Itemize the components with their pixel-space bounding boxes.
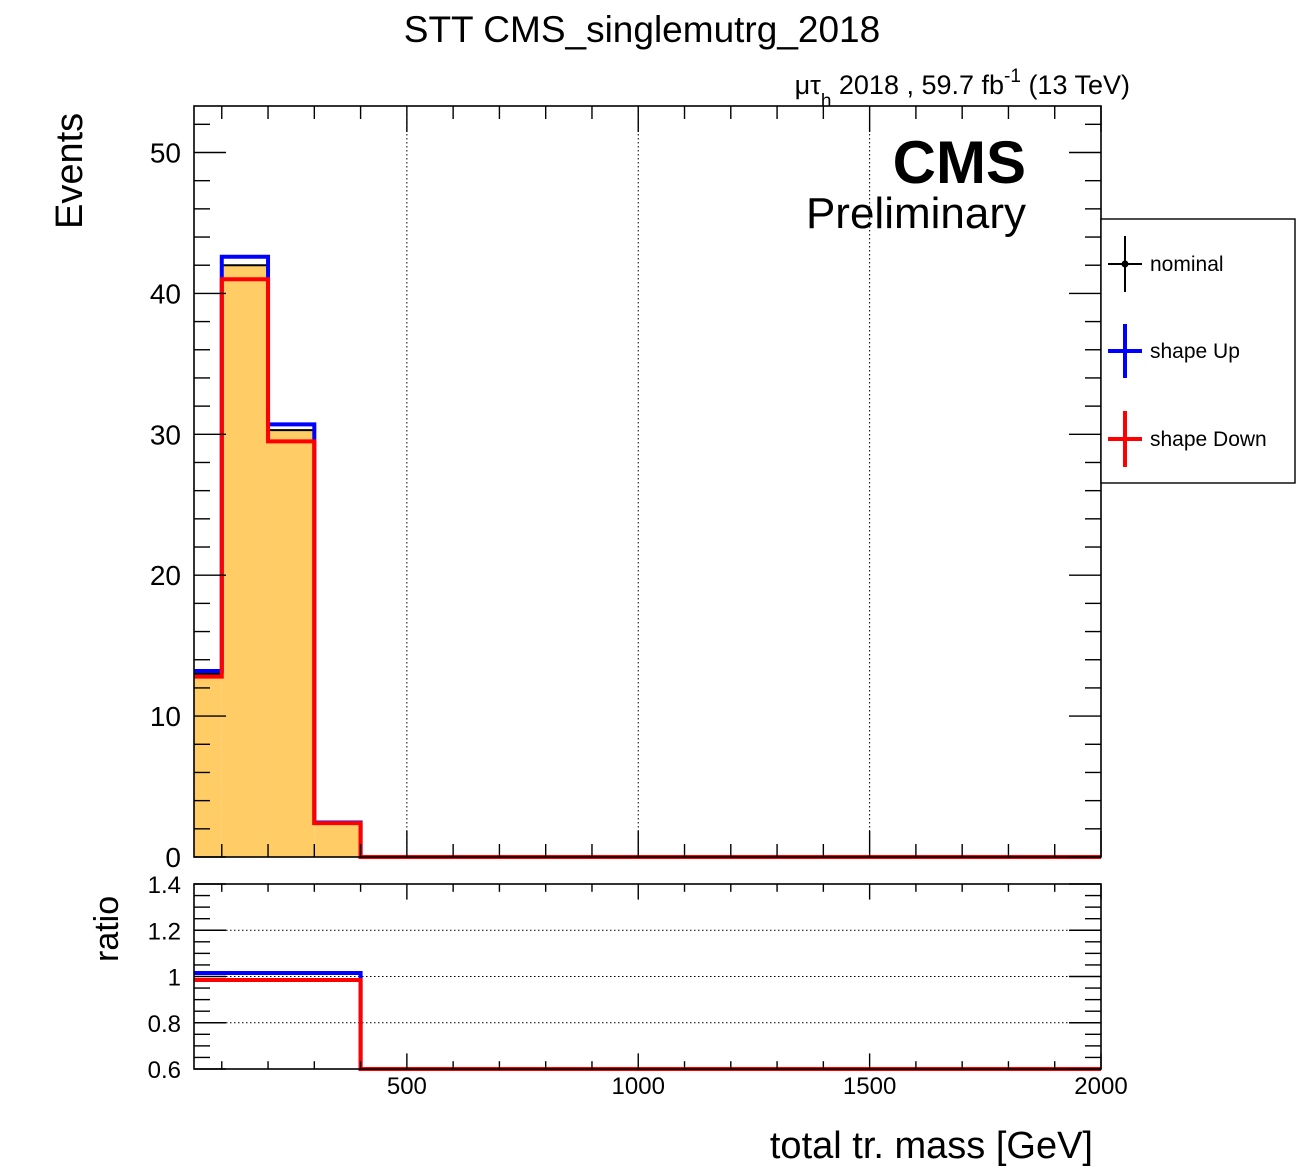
main-x-axis — [221, 106, 1102, 857]
chart-title: STT CMS_singlemutrg_2018 — [404, 9, 880, 50]
legend-item-nominal: nominal — [1108, 236, 1224, 292]
nominal-bar — [268, 430, 315, 857]
ratio-y-tick-label: 0.8 — [148, 1011, 181, 1038]
variation-lines — [194, 254, 1101, 859]
ratio-y-axis: 0.6 0.8 1 1.2 1.4 — [148, 872, 1101, 1084]
ratio-x-tick-label: 1000 — [612, 1073, 665, 1100]
legend-marker-nominal-dot — [1121, 260, 1129, 268]
y-axis-title: Events — [49, 113, 91, 229]
energy-label: (13 TeV) — [1021, 70, 1130, 100]
main-y-axis: 0 10 20 30 40 50 — [150, 123, 1101, 873]
main-y-tick-label: 30 — [150, 419, 181, 450]
nominal-bar — [221, 265, 269, 857]
svg-text:μτh 2018 , 59.7 fb-1 (13 TeV): μτh 2018 , 59.7 fb-1 (13 TeV) — [795, 66, 1130, 112]
shape-down-line — [194, 277, 1101, 859]
ratio-y-tick-label: 0.6 — [148, 1057, 181, 1084]
ratio-x-tick-label: 2000 — [1074, 1073, 1127, 1100]
main-plot-area — [194, 106, 1101, 857]
ratio-x-tick-label: 500 — [387, 1073, 427, 1100]
ratio-x-axis: 500 1000 1500 2000 — [221, 884, 1128, 1100]
legend-label-shape-down: shape Down — [1150, 428, 1267, 451]
ratio-y-tick-label: 1.4 — [148, 872, 181, 899]
preliminary-label: Preliminary — [806, 189, 1026, 238]
x-axis-title: total tr. mass [GeV] — [770, 1125, 1093, 1167]
legend-item-shape-up: shape Up — [1108, 324, 1240, 378]
ratio-grid — [194, 929, 1101, 1024]
channel-subscript: h — [821, 91, 832, 112]
main-y-tick-label: 50 — [150, 137, 181, 168]
legend-item-shape-down: shape Down — [1108, 411, 1267, 467]
lumi-text: 2018 , 59.7 fb — [831, 70, 1004, 100]
lumi-exponent: -1 — [1004, 66, 1021, 87]
lumi-label: μτh 2018 , 59.7 fb-1 (13 TeV) — [795, 66, 1130, 112]
nominal-bar — [194, 673, 222, 857]
ratio-plot: 0.6 0.8 1 1.2 1.4 500 1000 1500 2000 ratio tota… — [88, 872, 1128, 1167]
legend: nominal shape Up shape Down — [1100, 218, 1296, 484]
main-y-tick-label: 20 — [150, 560, 181, 591]
channel-label: μτ — [795, 70, 822, 100]
main-plot: 0 10 20 30 40 50 CMS Preliminary Events — [49, 105, 1102, 873]
main-y-tick-label: 40 — [150, 278, 181, 309]
ratio-y-tick-label: 1 — [168, 965, 181, 992]
legend-label-shape-up: shape Up — [1150, 340, 1240, 363]
cms-label: CMS — [893, 129, 1026, 196]
ratio-y-tick-label: 1.2 — [148, 918, 181, 945]
ratio-y-axis-title: ratio — [88, 896, 126, 962]
legend-label-nominal: nominal — [1150, 253, 1224, 276]
main-y-tick-label: 10 — [150, 701, 181, 732]
nominal-bar — [314, 821, 361, 857]
main-y-tick-label: 0 — [165, 842, 181, 873]
main-x-grid — [406, 106, 871, 857]
ratio-x-tick-label: 1500 — [843, 1073, 896, 1100]
